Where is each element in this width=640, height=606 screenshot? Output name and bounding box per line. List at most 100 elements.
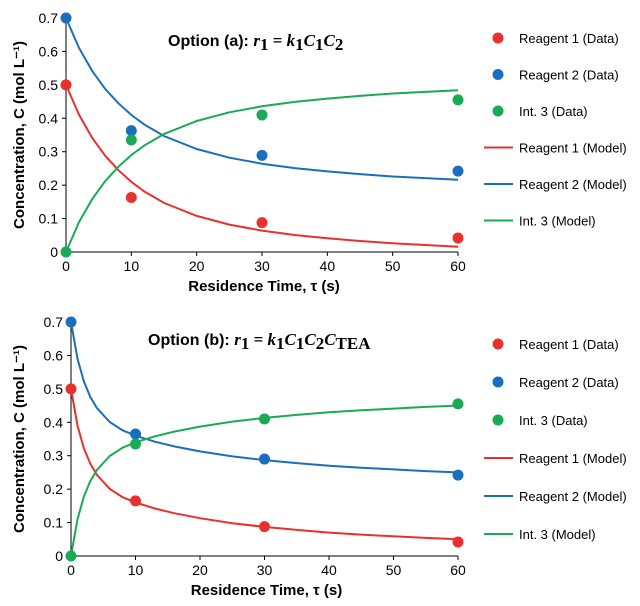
equation-part: 2: [335, 35, 344, 54]
legend-marker: [492, 69, 504, 80]
data-point: [452, 536, 464, 548]
x-tick-label: 0: [62, 258, 70, 274]
y-tick-label: 0.1: [44, 515, 64, 531]
legend-label: Int. 3 (Model): [519, 527, 596, 542]
legend-label: Int. 3 (Data): [519, 413, 588, 428]
y-tick-label: 0.5: [44, 381, 64, 397]
y-tick-label: 0.4: [39, 110, 59, 126]
legend-label: Reagent 1 (Data): [519, 31, 619, 46]
y-tick-label: 0.4: [44, 414, 64, 430]
y-tick-label: 0.6: [39, 43, 59, 59]
equation-part: k: [287, 31, 296, 50]
equation-part: 1: [296, 334, 305, 353]
y-axis-title: Concentration, C (mol L⁻¹): [11, 345, 28, 533]
x-tick-label: 20: [192, 562, 208, 578]
series-line: [70, 321, 459, 474]
data-point: [125, 134, 137, 146]
data-point: [130, 495, 141, 507]
data-point: [452, 398, 464, 410]
annotation-label: Option (b):: [148, 332, 234, 349]
equation-part: 1: [260, 35, 269, 54]
x-tick-label: 50: [386, 562, 402, 578]
data-point: [60, 12, 72, 24]
y-tick-label: 0.7: [39, 10, 59, 26]
legend-marker: [492, 376, 504, 388]
legend-label: Int. 3 (Data): [519, 104, 588, 119]
y-tick-label: 0: [50, 244, 58, 260]
data-point: [125, 192, 137, 204]
x-tick-label: 50: [385, 258, 401, 274]
equation-annotation: Option (b): r1 = k1C1C2CTEA: [148, 330, 371, 353]
equation-part: 1: [241, 334, 250, 353]
x-tick-label: 30: [257, 562, 273, 578]
equation-part: 2: [316, 334, 325, 353]
y-tick-label: 0.2: [39, 177, 59, 193]
chart-option-b: 0 0.1 0.2 0.3 0.4 0.5 0.6 0.7 0 10 20 30 40 50 60 Resid…: [11, 314, 627, 599]
equation-part: C: [304, 31, 316, 50]
legend-label: Reagent 1 (Model): [519, 451, 627, 466]
data-point: [130, 438, 141, 450]
equation-part: C: [324, 330, 336, 349]
y-tick-label: 0.5: [39, 77, 59, 93]
x-tick-label: 30: [254, 258, 270, 274]
equation-part: r: [253, 31, 260, 50]
data-point: [60, 246, 72, 258]
x-tick-label: 0: [67, 562, 75, 578]
equation-part: C: [285, 330, 297, 349]
data-point: [125, 125, 137, 137]
equation-annotation: Option (a): r1 = k1C1C2: [168, 31, 343, 54]
data-point: [60, 79, 72, 91]
annotation-label: Option (a):: [168, 33, 253, 50]
y-tick-label: 0: [55, 548, 63, 564]
data-point: [259, 413, 270, 425]
data-point: [130, 428, 141, 440]
x-tick-label: 60: [450, 562, 466, 578]
x-tick-label: 40: [320, 258, 336, 274]
data-point: [452, 469, 464, 481]
y-tick-label: 0.3: [44, 448, 64, 464]
equation-part: r: [234, 330, 241, 349]
data-point: [452, 165, 464, 177]
data-point: [259, 453, 270, 465]
legend-marker: [492, 338, 504, 350]
data-point: [259, 521, 270, 533]
legend-label: Reagent 2 (Model): [519, 177, 627, 192]
legend-label: Reagent 2 (Data): [519, 375, 619, 390]
equation-part: C: [304, 330, 316, 349]
series-line: [65, 84, 459, 248]
data-point: [452, 232, 464, 244]
series-line: [65, 89, 459, 253]
equation-part: 1: [295, 35, 304, 54]
data-point: [65, 316, 77, 328]
equation-part: 1: [315, 35, 324, 54]
equation-part: =: [249, 330, 267, 349]
x-axis-title: Residence Time, τ (s): [188, 278, 339, 295]
equation-part: =: [268, 31, 286, 50]
x-tick-label: 40: [321, 562, 337, 578]
y-tick-label: 0.3: [39, 144, 59, 160]
x-tick-label: 10: [124, 258, 140, 274]
data-point: [256, 149, 268, 161]
legend-label: Int. 3 (Model): [519, 214, 596, 229]
legend-label: Reagent 2 (Model): [519, 489, 627, 504]
y-tick-label: 0.2: [44, 481, 64, 497]
series-line: [65, 17, 459, 181]
x-tick-label: 20: [189, 258, 205, 274]
legend-marker: [492, 105, 504, 117]
data-point: [65, 550, 77, 562]
legend-label: Reagent 1 (Data): [519, 337, 619, 352]
legend-marker: [492, 32, 504, 44]
y-tick-label: 0.7: [44, 314, 64, 330]
legend-label: Reagent 1 (Model): [519, 141, 627, 156]
x-axis-title: Residence Time, τ (s): [191, 582, 342, 599]
equation-part: 1: [276, 334, 285, 353]
series-line: [70, 388, 459, 541]
data-point: [256, 109, 268, 121]
data-point: [65, 383, 77, 395]
x-tick-label: 60: [450, 258, 466, 274]
data-point: [452, 94, 464, 106]
y-tick-label: 0.1: [39, 211, 59, 227]
equation-part: TEA: [336, 334, 372, 353]
data-point: [256, 217, 268, 229]
